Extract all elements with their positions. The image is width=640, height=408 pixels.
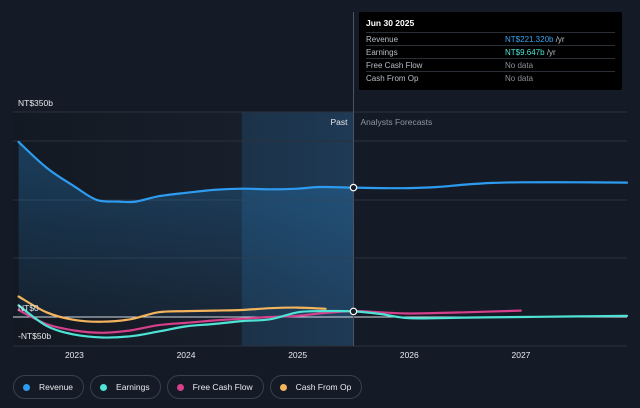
x-tick-label: 2024 bbox=[177, 350, 196, 360]
legend-label: Earnings bbox=[116, 382, 150, 392]
legend-label: Free Cash Flow bbox=[192, 382, 253, 392]
tooltip-row-label: Free Cash Flow bbox=[366, 61, 423, 70]
tooltip-row: Cash From Op No data bbox=[366, 71, 615, 84]
legend-label: Revenue bbox=[39, 382, 74, 392]
cash-from-op-line bbox=[17, 295, 327, 323]
legend-dot-icon bbox=[279, 383, 287, 391]
earnings-marker bbox=[349, 307, 358, 316]
earnings-line bbox=[17, 304, 629, 339]
x-tick-label: 2026 bbox=[400, 350, 419, 360]
forecast-label: Analysts Forecasts bbox=[360, 117, 432, 127]
past-label: Past bbox=[330, 117, 348, 127]
tooltip-row-value: NT$9.647b /yr bbox=[505, 48, 556, 57]
x-tick-label: 2027 bbox=[511, 350, 530, 360]
tooltip-row-value: NT$221.320b /yr bbox=[505, 35, 565, 44]
tooltip-row-label: Cash From Op bbox=[366, 74, 419, 83]
revenue-marker bbox=[349, 183, 358, 192]
tooltip-row-value: No data bbox=[505, 61, 534, 70]
legend-item-free-cash-flow[interactable]: Free Cash Flow bbox=[166, 375, 264, 399]
tooltip-row: Free Cash Flow No data bbox=[366, 58, 615, 71]
y-axis-top-label: NT$350b bbox=[18, 98, 53, 108]
x-tick-label: 2025 bbox=[288, 350, 307, 360]
tooltip-row: Revenue NT$221.320b /yr bbox=[366, 32, 615, 45]
tooltip: Jun 30 2025 Revenue NT$221.320b /yr Earnin… bbox=[359, 12, 622, 90]
revenue-area bbox=[18, 141, 354, 317]
legend-item-earnings[interactable]: Earnings bbox=[90, 375, 161, 399]
free-cash-flow-line bbox=[17, 308, 522, 334]
x-tick-label: 2023 bbox=[65, 350, 84, 360]
legend-dot-icon bbox=[23, 383, 30, 391]
y-axis-zero-label: NT$0 bbox=[18, 303, 39, 313]
tooltip-row-value: No data bbox=[505, 74, 534, 83]
legend-dot-icon bbox=[176, 383, 184, 391]
tooltip-date: Jun 30 2025 bbox=[366, 18, 415, 28]
tooltip-row-label: Earnings bbox=[366, 48, 398, 57]
legend-dot-icon bbox=[100, 383, 108, 391]
y-axis-bottom-label: -NT$50b bbox=[18, 331, 51, 341]
legend-label: Cash From Op bbox=[295, 382, 352, 392]
tooltip-row-label: Revenue bbox=[366, 35, 399, 44]
legend: Revenue Earnings Free Cash Flow Cash From O… bbox=[13, 375, 363, 399]
tooltip-row: Earnings NT$9.647b /yr bbox=[366, 45, 615, 58]
legend-item-revenue[interactable]: Revenue bbox=[13, 375, 85, 399]
legend-item-cash-from-op[interactable]: Cash From Op bbox=[269, 375, 363, 399]
revenue-line bbox=[17, 140, 629, 204]
